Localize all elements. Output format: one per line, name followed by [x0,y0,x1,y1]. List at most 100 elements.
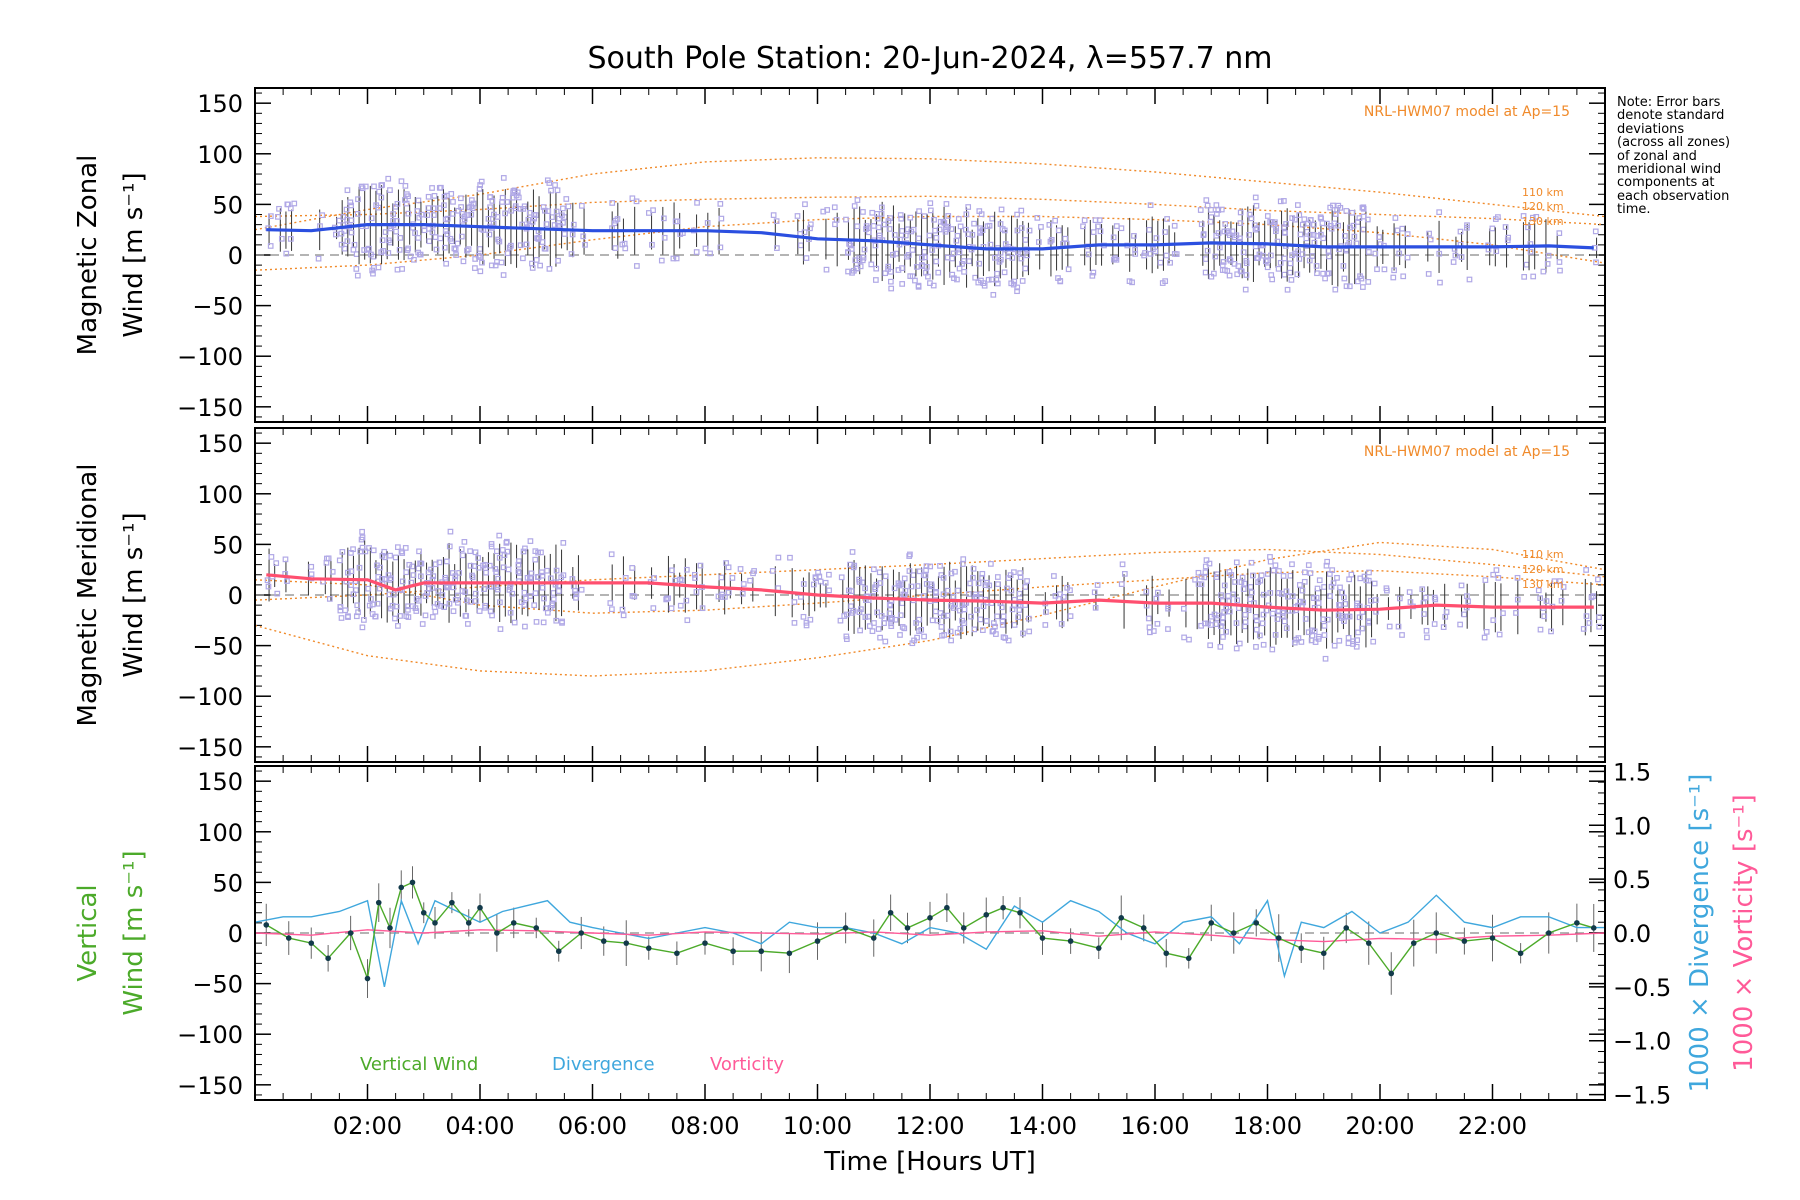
vertical-wind-point [623,940,630,946]
zone-point [800,581,807,587]
zone-point [353,587,359,593]
zone-point [1557,578,1563,584]
zone-point [897,212,904,218]
zone-point [978,211,985,218]
zone-point [1376,234,1382,240]
zone-point [1215,207,1222,213]
zone-point [927,563,934,570]
zone-point [398,548,405,555]
zone-point [851,562,858,569]
zone-point [1328,583,1335,590]
y-tick-label: 150 [197,430,243,458]
zone-point [607,600,614,606]
zone-point [446,600,453,607]
zone-point [629,593,636,599]
zone-point [1537,595,1543,601]
zone-point [1298,639,1305,645]
zone-point [1322,655,1329,662]
zone-point [578,586,585,593]
zone-point [940,613,947,620]
y-axis-label: Vertical [73,884,103,981]
zone-point [1230,591,1236,598]
right-tick-label: −0.5 [1613,974,1671,1002]
zone-point [1346,613,1353,620]
zone-point [456,570,462,576]
zone-point [472,598,479,604]
zone-point [1096,217,1103,224]
zone-point [403,200,410,207]
zone-point [531,602,538,609]
y-tick-label: 50 [212,869,243,897]
zone-point [505,566,512,573]
zone-point [1153,595,1160,602]
zone-point [1392,215,1399,221]
zone-point [629,565,636,571]
zone-point [1365,619,1372,626]
zone-point [535,236,542,242]
zone-point [1294,271,1301,278]
zone-point [407,253,414,260]
vertical-wind-point [786,950,793,957]
zone-point [325,555,332,562]
zone-point [450,570,456,576]
zone-point [553,208,560,215]
zone-point [1370,638,1377,645]
zone-point [975,580,982,587]
zone-point [1593,259,1599,266]
right-axis-label-vorticity: 1000 × Vorticity [s⁻¹] [1729,794,1759,1072]
zone-point [1310,232,1317,238]
zone-point [544,609,551,616]
zone-point [1145,615,1152,622]
zone-point [415,197,422,204]
zone-point [1270,221,1277,228]
zone-point [899,624,906,630]
model-curve [254,569,1606,614]
zone-point [1481,634,1488,641]
zone-point [987,561,994,567]
zone-point [267,213,274,219]
zone-point [1596,623,1603,630]
zone-point [971,220,977,227]
zone-point [578,202,585,209]
zone-point [515,568,522,575]
zone-point [683,566,690,573]
zone-point [933,234,940,241]
right-tick-label: 0.0 [1613,920,1651,948]
zone-point [609,200,616,206]
zone-point [1424,634,1430,641]
zone-point [1269,610,1276,617]
zone-point [1423,627,1430,634]
zone-point [918,626,925,633]
zone-point [739,590,746,597]
vertical-wind-point [375,899,382,906]
zone-point [1493,248,1500,255]
zone-point [1002,241,1009,247]
zone-point [1240,249,1247,256]
zone-point [1009,606,1016,613]
zone-point [283,250,290,257]
vertical-wind-point [927,915,933,921]
zone-point [565,203,572,210]
zone-point [1307,217,1314,223]
zone-point [1035,239,1042,245]
zone-point [1586,620,1593,626]
zone-point [372,613,379,620]
zone-point [974,607,980,613]
model-level-label: 130 km [1522,578,1564,591]
zone-point [1065,266,1072,273]
zone-point [907,214,914,221]
zone-point [1346,283,1353,290]
zone-point [953,237,960,244]
zone-point [717,201,724,207]
zone-point [1163,252,1170,259]
zone-point [717,244,724,251]
zone-point [612,245,619,251]
zone-point [1337,584,1343,591]
zone-point [329,568,336,575]
zone-point [1284,286,1291,293]
zone-point [1180,605,1187,612]
zone-point [1334,575,1340,581]
zone-point [878,204,885,211]
zone-point [441,244,448,251]
zone-point [1222,221,1229,227]
